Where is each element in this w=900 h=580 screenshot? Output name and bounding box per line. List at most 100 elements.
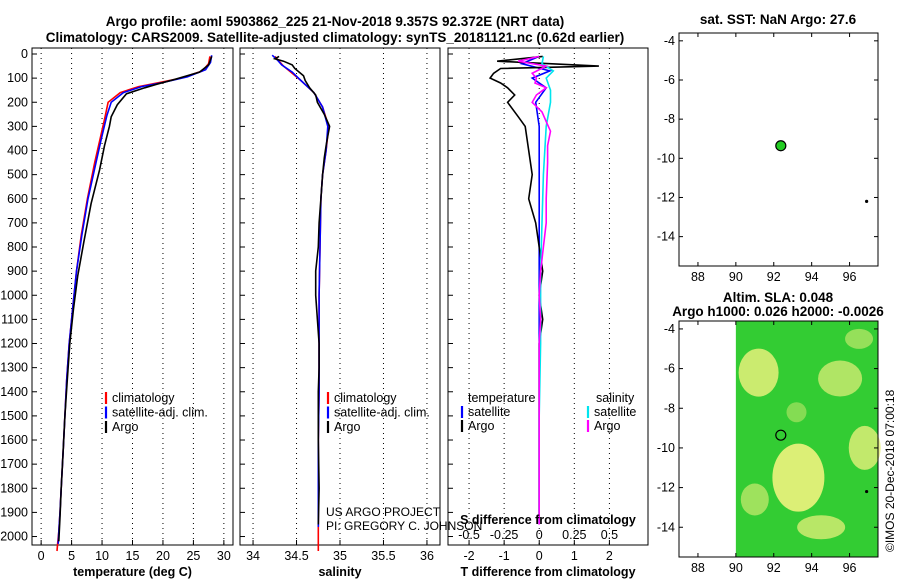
depth-tick-label: 200	[7, 95, 28, 109]
sla-map-title: Altim. SLA: 0.048	[723, 290, 834, 305]
temperature-legend-label: satellite-adj. clim.	[112, 406, 208, 420]
sst_map-tick-label-y: -8	[664, 112, 675, 126]
depth-tick-label: 500	[7, 168, 28, 182]
temperature-series-line	[56, 56, 211, 552]
salinity-tick-label: 34	[246, 549, 260, 563]
difference-panel: -2 -1 0 1 2 -0.5 -0.25 0 0.25 0.5 temperature salin…	[447, 47, 649, 579]
difference-salinity-tick-label: -0.25	[490, 528, 519, 542]
depth-tick-label: 1200	[0, 337, 28, 351]
sst_map-tick-label-x: 90	[729, 270, 743, 284]
sla_map-tick-label-y: -6	[664, 362, 675, 376]
sla-heatmap-cell	[738, 348, 779, 397]
salinity-panel: 34 34.5 35 35.5 36 salinity climatologysatelli…	[239, 47, 441, 579]
salinity-tick-label: 35	[333, 549, 347, 563]
sst_map-tick-label-y: -4	[664, 34, 675, 48]
difference-tick-label: 0	[536, 549, 543, 563]
temperature-tick-label: 5	[68, 549, 75, 563]
difference-legend-label: Argo	[594, 419, 620, 433]
salinity-series-line	[274, 55, 330, 551]
sst_map-tick-label-x: 92	[767, 270, 781, 284]
salinity-legend-label: climatology	[334, 391, 397, 405]
depth-tick-label: 900	[7, 264, 28, 278]
depth-tick-label: 600	[7, 192, 28, 206]
temperature-panel: 0 5 10 15 20 25 300100200300400500600700800900…	[0, 47, 234, 579]
temperature-xlabel: temperature (deg C)	[73, 565, 192, 579]
sla-map-subtitle: Argo h1000: 0.026 h2000: -0.0026	[672, 304, 884, 319]
temperature-tick-label: 20	[156, 549, 170, 563]
sla-heatmap-cell	[772, 443, 825, 512]
depth-tick-label: 2000	[0, 530, 28, 544]
difference-xlabel-temperature: T difference from climatology	[460, 565, 635, 579]
depth-tick-label: 300	[7, 119, 28, 133]
sla_map-frame	[678, 320, 879, 558]
depth-tick-label: 1600	[0, 433, 28, 447]
sla_map-tick-label-x: 96	[843, 561, 857, 575]
sst-map-panel: sat. SST: NaN Argo: 27.6 88 90 92 94 96 -4 -6 -8…	[657, 12, 879, 284]
difference-series-line	[538, 56, 555, 525]
depth-tick-label: 1400	[0, 385, 28, 399]
difference-salinity-tick-label: 0.25	[562, 528, 586, 542]
temperature-tick-label: 15	[126, 549, 140, 563]
depth-tick-label: 400	[7, 144, 28, 158]
depth-tick-label: 1700	[0, 457, 28, 471]
salinity-series-line	[272, 55, 331, 525]
difference-salinity-tick-label: 0	[536, 528, 543, 542]
difference-legend-label: Argo	[468, 419, 494, 433]
difference-tick-label: -2	[463, 549, 474, 563]
difference-salinity-tick-label: -0.5	[458, 528, 480, 542]
sst_map-tick-label-x: 88	[691, 270, 705, 284]
sla-heatmap-cell	[786, 402, 807, 423]
sla_map-tick-label-x: 94	[805, 561, 819, 575]
sla_map-tick-label-y: -14	[657, 520, 675, 534]
sla_map-tick-label-x: 88	[691, 561, 705, 575]
sla_map-station-dot	[865, 489, 869, 494]
depth-tick-label: 1800	[0, 481, 28, 495]
depth-tick-label: 1000	[0, 288, 28, 302]
figure-title-line1: Argo profile: aoml 5903862_225 21-Nov-20…	[106, 14, 564, 29]
sla_map-tick-label-y: -4	[664, 322, 675, 336]
difference-series-line	[488, 55, 599, 525]
depth-tick-label: 1500	[0, 409, 28, 423]
depth-tick-label: 0	[21, 47, 28, 61]
credit-pi: PI: GREGORY C. JOHNSON	[326, 519, 482, 533]
sla_map-argo-marker	[775, 429, 787, 441]
difference-frame	[447, 47, 649, 546]
difference-tick-label: 2	[606, 549, 613, 563]
sst_map-argo-marker	[775, 140, 787, 152]
sst_map-tick-label-y: -10	[657, 151, 675, 165]
imos-stamp: ©IMOS 20-Dec-2018 07:00:18	[883, 389, 897, 552]
sla_map-tick-label-x: 92	[767, 561, 781, 575]
sst_map-tick-label-x: 96	[843, 270, 857, 284]
difference-tick-label: -1	[499, 549, 510, 563]
difference-xlabel-salinity: S difference from climatology	[460, 513, 636, 527]
sst_map-tick-label-x: 94	[805, 270, 819, 284]
difference-legend-title-temperature: temperature	[468, 391, 535, 405]
difference-salinity-tick-label: 0.5	[601, 528, 618, 542]
sst-map-title: sat. SST: NaN Argo: 27.6	[700, 12, 857, 27]
temperature-series-line	[57, 55, 213, 544]
sst_map-tick-label-y: -12	[657, 190, 675, 204]
salinity-legend-label: Argo	[334, 420, 360, 434]
salinity-tick-label: 34.5	[284, 549, 308, 563]
temperature-series-line	[58, 56, 213, 542]
sst_map-frame	[678, 32, 879, 267]
depth-tick-label: 800	[7, 240, 28, 254]
temperature-tick-label: 25	[186, 549, 200, 563]
difference-series-line	[518, 55, 552, 525]
salinity-xlabel: salinity	[318, 565, 361, 579]
temperature-legend-label: climatology	[112, 391, 175, 405]
difference-legend-label: satellite	[468, 405, 510, 419]
sla_map-tick-label-y: -8	[664, 401, 675, 415]
sla_map-tick-label-x: 90	[729, 561, 743, 575]
figure-title-line2: Climatology: CARS2009. Satellite-adjuste…	[46, 30, 624, 45]
sst_map-tick-label-y: -14	[657, 230, 675, 244]
temperature-tick-label: 0	[38, 549, 45, 563]
sla-heatmap-cell	[740, 483, 769, 516]
depth-tick-label: 700	[7, 216, 28, 230]
salinity-tick-label: 35.5	[371, 549, 395, 563]
sla-heatmap-cell	[818, 360, 863, 397]
depth-tick-label: 100	[7, 71, 28, 85]
sla-heatmap-cell	[848, 425, 881, 470]
